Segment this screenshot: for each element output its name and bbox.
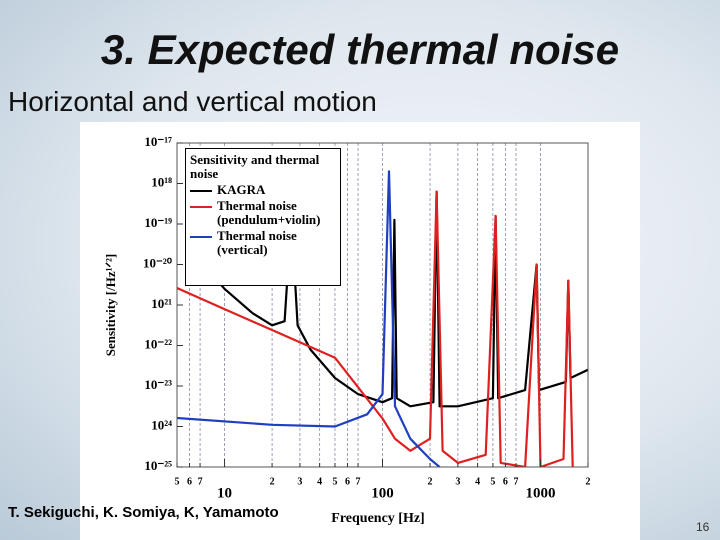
x-tick-label: 100 xyxy=(371,485,394,501)
legend-swatch xyxy=(190,206,212,208)
x-tick-label: 2 xyxy=(428,476,433,487)
legend-swatch xyxy=(190,236,212,238)
y-tick-label: 10⁻¹⁹ xyxy=(144,215,172,230)
series-line xyxy=(177,170,441,467)
legend-swatch xyxy=(190,190,212,192)
x-tick-label: 5 xyxy=(490,476,495,487)
x-tick-label: 1000 xyxy=(525,485,555,501)
y-tick-label: 10⁻²³ xyxy=(144,377,172,392)
y-tick-label: 10⁻¹⁷ xyxy=(144,134,172,149)
slide-title: 3. Expected thermal noise xyxy=(100,26,620,73)
legend-title: Sensitivity and thermal noise xyxy=(190,152,320,181)
x-tick-label: 3 xyxy=(455,476,460,487)
legend-label: KAGRA xyxy=(217,182,266,197)
x-tick-label: 10 xyxy=(217,485,232,501)
legend-label: Thermal noise (vertical) xyxy=(217,228,297,257)
y-axis-label: Sensitivity [/Hz¹ᐟ²] xyxy=(103,254,118,356)
series-line xyxy=(177,190,574,467)
x-tick-label: 7 xyxy=(198,476,203,487)
y-tick-label: 10⁻²⁰ xyxy=(143,255,173,270)
legend: Sensitivity and thermal noise KAGRA Therm… xyxy=(185,148,341,286)
legend-label: Thermal noise (pendulum+violin) xyxy=(217,198,321,227)
x-tick-label: 5 xyxy=(332,476,337,487)
x-tick-label: 5 xyxy=(175,476,180,487)
x-tick-label: 4 xyxy=(317,476,322,487)
slide-subtitle: Horizontal and vertical motion xyxy=(8,86,377,117)
x-axis-label: Frequency [Hz] xyxy=(331,511,424,526)
y-tick-label: 10²¹ xyxy=(151,296,172,311)
y-tick-label: 10¹⁸ xyxy=(151,174,172,189)
legend-entry: Thermal noise (vertical) xyxy=(190,229,336,257)
authors: T. Sekiguchi, K. Somiya, K, Yamamoto xyxy=(8,504,279,521)
x-tick-label: 2 xyxy=(270,476,275,487)
x-tick-label: 7 xyxy=(356,476,361,487)
y-tick-label: 10⁻²² xyxy=(144,336,172,351)
y-tick-label: 10²⁴ xyxy=(151,417,172,432)
x-tick-label: 4 xyxy=(475,476,480,487)
legend-entry: Thermal noise (pendulum+violin) xyxy=(190,199,336,227)
x-tick-label: 2 xyxy=(586,476,591,487)
x-tick-label: 6 xyxy=(345,476,350,487)
x-tick-label: 6 xyxy=(187,476,192,487)
page-number: 16 xyxy=(696,520,710,534)
chart: 10⁻¹⁷ 10¹⁸ 10⁻¹⁹ 10⁻²⁰ 10²¹ 10⁻²² 10⁻²³ 10²⁴ 10⁻… xyxy=(80,122,640,540)
legend-entry: KAGRA xyxy=(190,183,336,197)
y-tick-label: 10⁻²⁵ xyxy=(144,458,172,473)
x-tick-label: 6 xyxy=(503,476,508,487)
chart-background xyxy=(80,122,640,540)
x-tick-label: 7 xyxy=(513,476,518,487)
x-tick-label: 3 xyxy=(297,476,302,487)
